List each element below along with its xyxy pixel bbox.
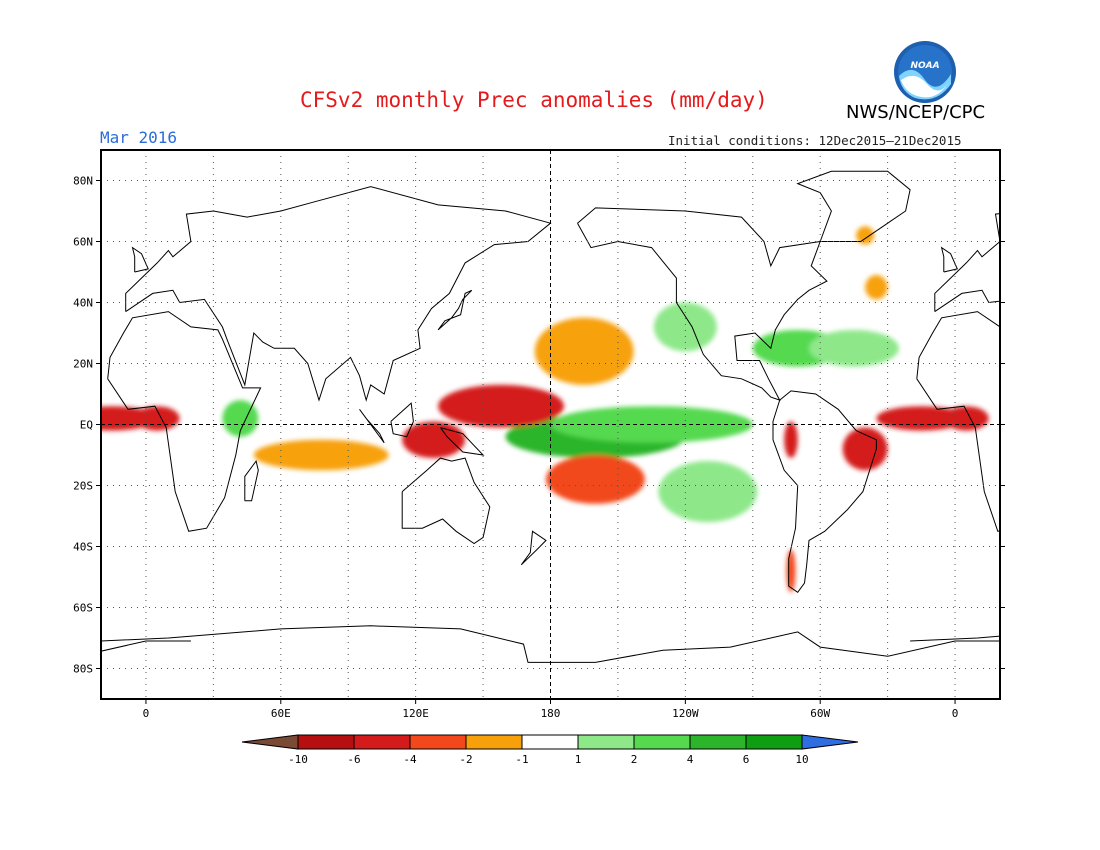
initial-conditions: Initial conditions: 12Dec2015–21Dec2015 (668, 133, 962, 148)
lat-tick-label: EQ (80, 419, 93, 432)
coastline-australia (401, 457, 491, 545)
coastline-japan (437, 289, 473, 331)
coastline-madagascar (1054, 461, 1068, 501)
coastline-eurasia (125, 186, 552, 402)
anomaly-subtropical-north-pacific-dry (534, 317, 634, 385)
anomaly-east-africa-wet (222, 400, 259, 437)
coastline-antarctica (101, 625, 1000, 663)
forecast-period: Mar 2016 (100, 128, 178, 147)
lon-tick-label: 60E (271, 707, 291, 720)
colorbar-label: -2 (459, 753, 472, 766)
colorbar-label: -1 (515, 753, 528, 766)
coastline-uk (131, 246, 149, 273)
chart-title: CFSv2 monthly Prec anomalies (mm/day) (300, 88, 768, 112)
anomaly-greenland-dry (856, 226, 875, 245)
noaa-logo-icon: NOAA (893, 40, 957, 104)
anomaly-northeast-brazil-dry (842, 427, 888, 471)
lat-tick-label: 40N (73, 297, 93, 310)
lon-tick-label: 0 (143, 707, 150, 720)
lat-tick-label: 60S (73, 602, 93, 615)
colorbar-swatch (689, 734, 747, 750)
colorbar: -10 -6 -4 -2 -1 1 2 4 6 10 (241, 734, 859, 766)
colorbar-label: -4 (403, 753, 417, 766)
colorbar-high-extension (801, 734, 859, 750)
coastline-s-america (0, 391, 67, 592)
coastline-borneo (390, 402, 414, 438)
anomaly-north-atlantic-wet (808, 329, 899, 367)
coastline-new-zealand (520, 530, 547, 566)
anomaly-peru-dry (784, 421, 798, 459)
lon-tick-label: 120W (672, 707, 699, 720)
logo-text: NOAA (910, 61, 940, 71)
lat-tick-label: 60N (73, 236, 93, 249)
anomaly-indian-ocean-dry (253, 439, 389, 471)
coastline-africa (107, 311, 262, 532)
lat-tick-label: 80N (73, 175, 93, 188)
colorbar-swatch (297, 734, 355, 750)
anomaly-south-pacific-dry (546, 455, 645, 504)
coastline-africa (916, 311, 1000, 532)
anomaly-maritime-continent-dry (402, 421, 466, 459)
axis-labels: 80N 60N 40N 20N EQ 20S 40S 60S 80S 0 60E 120E 180 120… (73, 175, 1005, 720)
coastline-greenland (796, 170, 911, 242)
colorbar-swatch (409, 734, 467, 750)
lon-tick-label: 60W (810, 707, 830, 720)
anomaly-south-pacific-wet-tongue (658, 461, 758, 523)
lat-tick-label: 20N (73, 358, 93, 371)
colorbar-label: 10 (795, 753, 808, 766)
colorbar-label: 4 (687, 753, 694, 766)
coastline-sumatra (359, 409, 385, 444)
anomaly-north-pacific-wet (653, 302, 717, 352)
coastline-n-america (577, 207, 828, 401)
colorbar-swatch (577, 734, 635, 750)
grid-lines (101, 150, 1000, 699)
coastline-n-america (0, 208, 18, 400)
colorbar-swatch (633, 734, 691, 750)
lon-tick-label: 0 (952, 707, 959, 720)
anomaly-eastern-pacific-wet-band (550, 406, 753, 443)
lat-tick-label: 80S (73, 663, 93, 676)
coastline-madagascar (244, 459, 259, 502)
colorbar-swatch (521, 734, 579, 750)
colorbar-swatch (353, 734, 411, 750)
lon-tick-label: 180 (541, 707, 561, 720)
colorbar-low-extension (241, 734, 299, 750)
lat-tick-label: 40S (73, 541, 93, 554)
coastline-s-america (772, 390, 877, 593)
colorbar-label: 2 (631, 753, 638, 766)
anomaly-western-pacific-dry (438, 384, 564, 428)
colorbar-swatch (465, 734, 523, 750)
colorbar-label: -6 (347, 753, 360, 766)
anomaly-north-atlantic-dry (865, 275, 888, 300)
coastlines (0, 170, 1068, 663)
lat-tick-label: 20S (73, 480, 93, 493)
organization-label: NWS/NCEP/CPC (846, 102, 986, 123)
lon-tick-label: 120E (402, 707, 429, 720)
colorbar-label: 1 (575, 753, 582, 766)
coastline-new-guinea (439, 427, 485, 456)
colorbar-label: -10 (288, 753, 308, 766)
coastline-uk (940, 246, 959, 273)
anomaly-patagonia-dry (786, 549, 796, 593)
colorbar-label: 6 (743, 753, 750, 766)
colorbar-swatch (745, 734, 803, 750)
